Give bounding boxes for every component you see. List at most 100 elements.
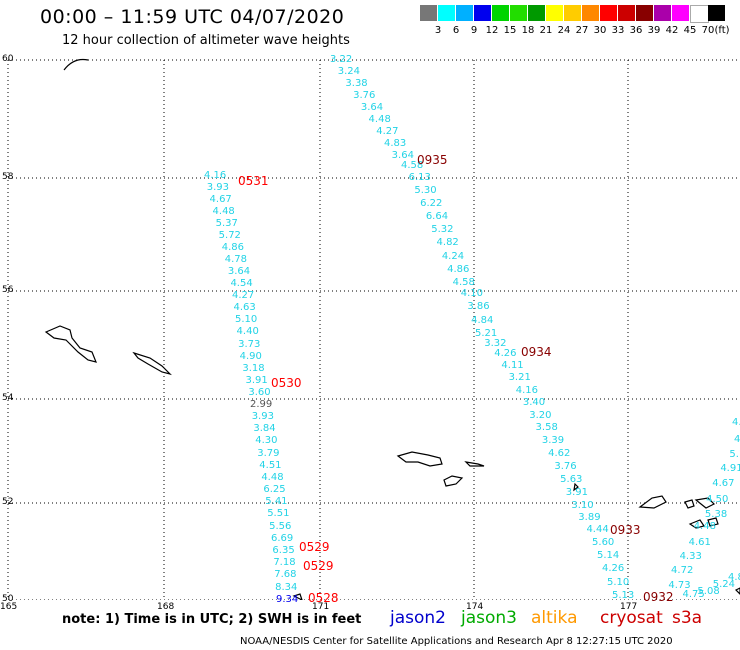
longitude-label: 171 bbox=[312, 602, 330, 612]
swh-value: 3.91 bbox=[245, 374, 268, 386]
swh-value: 7.68 bbox=[274, 569, 297, 581]
swh-value: 5.72 bbox=[218, 229, 241, 241]
color-swatch bbox=[528, 5, 545, 21]
legend-jason2: jason2 bbox=[390, 608, 446, 628]
swh-value: 3.32 bbox=[484, 338, 507, 350]
pass-time-label: 0933 bbox=[610, 523, 641, 537]
swh-value: 4.61 bbox=[688, 536, 711, 548]
swh-value: 6.25 bbox=[263, 484, 286, 496]
swh-value: 6.35 bbox=[272, 544, 295, 556]
swh-value: 5.14 bbox=[597, 550, 620, 562]
baseline-mask bbox=[0, 600, 740, 604]
coastline bbox=[638, 495, 667, 509]
swh-value: 3.21 bbox=[508, 372, 531, 384]
color-swatch bbox=[600, 5, 617, 21]
latitude-label: 58 bbox=[2, 172, 14, 182]
swh-value: 4.27 bbox=[376, 125, 399, 137]
coastline bbox=[292, 593, 304, 602]
swh-value: 6.13 bbox=[408, 172, 431, 184]
swh-value: 3.20 bbox=[529, 409, 552, 421]
swh-value: 4.67 bbox=[712, 478, 735, 490]
swh-value: 2.99 bbox=[250, 398, 273, 410]
swh-value: 5.24 bbox=[712, 578, 735, 590]
legend-altika: altika bbox=[531, 608, 578, 628]
legend-jason3: jason3 bbox=[461, 608, 517, 628]
longitude-label: 177 bbox=[620, 602, 638, 612]
swh-value: 4.84 bbox=[471, 314, 494, 326]
longitude-label: 165 bbox=[0, 602, 18, 612]
swh-value: 4.26 bbox=[602, 563, 625, 575]
swh-value: 4.24 bbox=[441, 250, 465, 262]
swh-value: 4.50 bbox=[706, 493, 729, 505]
swh-value: 5.16 bbox=[729, 449, 740, 461]
color-scale-tick: 21 bbox=[539, 25, 553, 36]
coastline bbox=[464, 461, 485, 467]
swh-value: 4.44 bbox=[586, 523, 609, 535]
swh-value: 4.7 bbox=[733, 433, 740, 445]
color-scale-tick: 9 bbox=[470, 25, 478, 36]
color-swatch bbox=[654, 5, 671, 21]
swh-value: 4.16 bbox=[204, 170, 227, 181]
swh-value: 5.21 bbox=[474, 328, 498, 340]
swh-value: 4.40 bbox=[236, 326, 259, 338]
swh-value: 4.8 bbox=[728, 572, 740, 583]
swh-value: 4.11 bbox=[501, 360, 524, 372]
color-scale-tick: 24 bbox=[557, 25, 571, 36]
color-scale-tick: 27 bbox=[575, 25, 589, 36]
swh-value: 4.90 bbox=[239, 350, 262, 362]
swh-value: 3.64 bbox=[391, 149, 414, 161]
map-subtitle: 12 hour collection of altimeter wave hei… bbox=[62, 33, 350, 48]
swh-value: 4.62 bbox=[548, 447, 571, 459]
swh-value: 5.10 bbox=[235, 314, 258, 326]
color-swatch bbox=[492, 5, 509, 21]
swh-value: 3.76 bbox=[554, 460, 577, 472]
swh-value: 5.30 bbox=[414, 185, 437, 197]
swh-value: 6.64 bbox=[425, 211, 449, 223]
color-swatch bbox=[456, 5, 473, 21]
color-scale-tick: 12 bbox=[485, 25, 499, 36]
coastline bbox=[573, 482, 579, 492]
longitude-label: 174 bbox=[466, 602, 484, 612]
swh-value: 3.73 bbox=[238, 338, 261, 350]
swh-value: 6.22 bbox=[420, 198, 443, 210]
swh-value: 5.10 bbox=[607, 576, 630, 588]
swh-value: 5.08 bbox=[697, 585, 720, 597]
coastline bbox=[734, 587, 740, 595]
coastline bbox=[443, 475, 464, 487]
coastline bbox=[44, 325, 97, 363]
swh-value: 4.75 bbox=[682, 588, 705, 600]
color-swatch bbox=[420, 5, 437, 21]
color-scale-tick: 39 bbox=[647, 25, 661, 36]
swh-value: 3.38 bbox=[345, 77, 368, 89]
color-scale-tick: 6 bbox=[452, 25, 460, 36]
swh-value: 4.86 bbox=[447, 263, 470, 275]
color-scale-tick: 42 bbox=[665, 25, 679, 36]
pass-time-label: 0529 bbox=[303, 559, 334, 573]
swh-value: 4.82 bbox=[436, 237, 459, 249]
latitude-label: 54 bbox=[2, 393, 14, 403]
swh-value: 5.32 bbox=[431, 224, 454, 236]
swh-value: 4.54 bbox=[230, 277, 253, 289]
swh-value: 4.48 bbox=[368, 113, 391, 125]
color-scale-unit: (ft) bbox=[714, 25, 730, 36]
color-swatch bbox=[546, 5, 563, 21]
swh-value: 5.38 bbox=[704, 508, 728, 520]
pass-time-label: 0932 bbox=[643, 590, 674, 604]
swh-value: 3.39 bbox=[541, 435, 565, 447]
latitude-label: 52 bbox=[2, 497, 14, 507]
swh-value: 4.48 bbox=[261, 471, 284, 483]
swh-value: 4.73 bbox=[668, 579, 691, 591]
latitude-label: 60 bbox=[2, 54, 14, 64]
swh-value: 5.56 bbox=[269, 520, 292, 532]
swh-value: 4.10 bbox=[460, 288, 483, 300]
color-scale-tick: 45 bbox=[683, 25, 697, 36]
swh-value: 6.69 bbox=[271, 532, 294, 544]
color-swatch bbox=[510, 5, 527, 21]
swh-value: 3.40 bbox=[522, 397, 546, 409]
longitude-label: 168 bbox=[157, 602, 175, 612]
pass-time-label: 0529 bbox=[299, 540, 330, 554]
coastline bbox=[694, 497, 716, 509]
coastline bbox=[684, 499, 695, 509]
color-swatch bbox=[564, 5, 581, 21]
